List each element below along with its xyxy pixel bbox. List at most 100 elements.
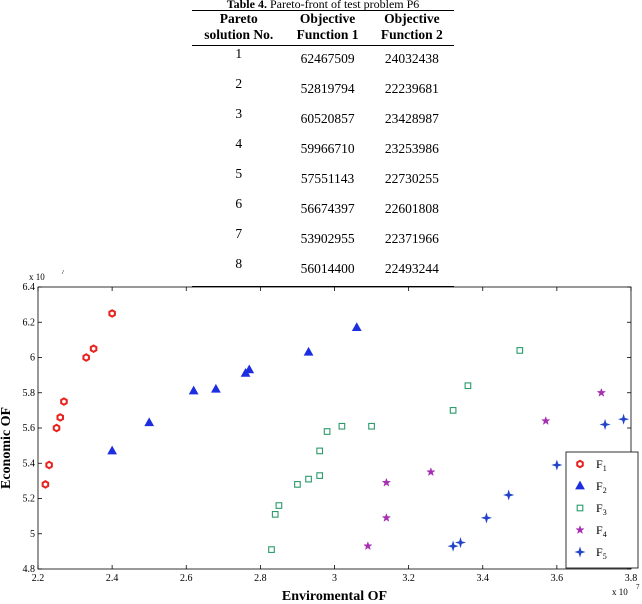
point-F1 [60,397,68,406]
point-F4 [596,387,607,397]
x-axis-label: Enviromental OF [282,589,387,604]
legend-label-sub: 4 [603,530,607,539]
legend-box [565,451,639,569]
point-F5 [618,413,630,425]
cell-objective-2: 24032438 [384,51,439,66]
x-tick-label: 2.2 [32,573,45,584]
x-tick-label: 3.4 [477,573,490,584]
point-F1 [56,413,65,422]
cell-objective-1: 62467509 [300,51,355,66]
legend-label-F4: F4 [596,523,607,539]
y-tick-label: 5.8 [23,388,36,399]
table-row: 3 60520857 23428987 [192,106,454,136]
cell-objective-1: 60520857 [300,111,355,126]
point-F4 [381,512,392,522]
point-F5 [447,540,459,552]
legend-label-sub: 5 [603,552,607,561]
series-F1 [41,309,116,489]
pareto-table-block: Table 4. Pareto-front of test problem P6… [192,0,454,287]
legend-marker-F1 [576,459,584,469]
point-F5 [503,489,515,501]
point-F4 [363,541,373,551]
y-tick-label: 4.8 [23,564,36,575]
plot-frame [37,286,632,570]
x-tick-label: 3 [332,573,337,584]
point-F2 [107,445,118,455]
legend-label-F5: F5 [596,545,607,561]
table-row: 6 56674397 22601808 [192,196,454,226]
series-F5 [447,413,630,552]
cell-objective-2: 22730255 [384,171,439,186]
cell-objective-1: 52819794 [300,81,355,96]
cell-objective-2: 22601808 [384,201,439,216]
cell-solution-no: 5 [235,166,243,181]
x-tick-label: 3.2 [402,573,415,584]
point-F3 [516,347,524,354]
y-tick-label: 5.2 [23,494,36,505]
table-caption: Table 4. Pareto-front of test problem P6 [192,0,454,10]
x-multiplier-exp: 7 [636,583,640,591]
point-F5 [454,537,467,549]
cell-objective-1: 56674397 [300,201,355,216]
cell-solution-no: 2 [235,76,243,91]
point-F3 [271,511,279,518]
pareto-scatter-chart: 2.2 2.4 2.6 2.8 3 3.2 3.4 3.6 3.8 4.8 5 5.2 5.4 5.6 5.… [0,270,640,604]
point-F3 [316,472,324,479]
y-multiplier: x 10 [29,272,45,282]
legend-label-sub: 1 [603,464,607,473]
series-F3 [268,347,524,553]
y-tick-label: 6 [30,353,35,364]
legend-marker-F4 [575,525,585,535]
cell-solution-no: 8 [235,256,243,271]
x-multiplier: x 10 [612,587,628,597]
cell-objective-2: 23253986 [384,141,439,156]
cell-objective-2: 22371966 [384,231,439,246]
point-F3 [449,407,457,414]
legend-marker-F5 [574,546,586,558]
header-objective-1: Objective Function 1 [285,10,370,46]
point-F3 [338,422,346,430]
point-F2 [211,383,221,393]
y-axis-label: Economic OF [0,407,14,489]
point-F1 [89,344,98,354]
cell-objective-1: 53902955 [300,231,355,246]
point-F4 [541,416,551,425]
cell-objective-2: 22239681 [384,81,439,96]
y-tick-label: 6.2 [23,317,36,328]
legend-label-sub: 2 [603,486,607,495]
cell-solution-no: 6 [235,196,243,211]
cell-objective-2: 22493244 [384,261,439,276]
x-tick-label: 2.8 [254,573,267,584]
legend-marker-F3 [576,504,584,512]
y-tick-label: 5.6 [23,423,36,434]
legend: F1 F2 F3 F4 F5 [565,451,639,569]
table-row: 1 62467509 24032438 [192,46,454,77]
point-F2 [244,364,255,374]
header-solution-no: Pareto solution No. [192,10,286,46]
point-F3 [305,475,312,483]
point-F3 [275,502,283,509]
legend-label-F2: F2 [596,479,607,495]
cell-objective-2: 23428987 [384,111,439,126]
point-F4 [381,477,392,487]
point-F2 [303,346,314,356]
pareto-table: Pareto solution No. Objective Function 1 O… [192,10,454,287]
point-F3 [268,546,275,553]
x-tick-label: 2.4 [106,573,119,584]
point-F3 [464,382,472,390]
header-objective-2: Objective Function 2 [369,10,454,46]
table-row: 4 59966710 23253986 [192,136,454,166]
table-row: 7 53902955 22371966 [192,226,454,256]
cell-objective-1: 56014400 [300,261,355,276]
table-row: 5 57551143 22730255 [192,166,454,196]
table-row: 8 56014400 22493244 [192,256,454,287]
point-F2 [144,417,155,427]
point-F4 [426,467,436,477]
cell-solution-no: 4 [235,136,243,151]
point-F1 [82,353,90,362]
cell-objective-1: 57551143 [300,171,355,186]
cell-solution-no: 1 [235,46,243,61]
x-tick-label: 2.6 [180,573,193,584]
y-multiplier-exp: 7 [61,270,65,276]
legend-label-F1: F1 [596,457,607,473]
